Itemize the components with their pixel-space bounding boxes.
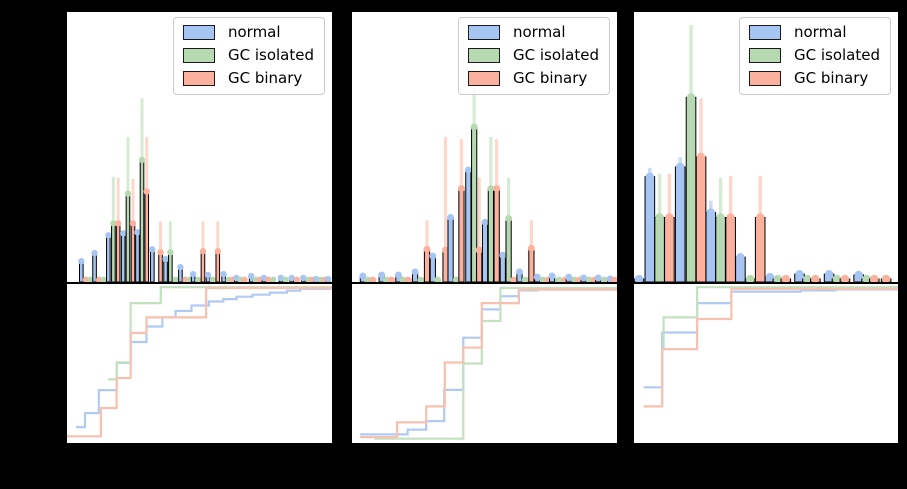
legend-label-normal: normal xyxy=(227,23,281,41)
legend-label-gc-isolated: GC isolated xyxy=(793,45,880,64)
gc-binary-swatch xyxy=(748,70,781,86)
legend-label-normal: normal xyxy=(793,23,847,41)
normal-swatch xyxy=(467,25,500,41)
legend-label-gc-binary: GC binary xyxy=(227,68,303,87)
legend-item-normal: normal xyxy=(467,23,599,41)
panel-3-cdf xyxy=(632,284,900,445)
legend: normal GC isolated GC binary xyxy=(457,17,610,96)
legend-label-gc-isolated: GC isolated xyxy=(512,45,599,64)
normal-swatch xyxy=(748,25,781,41)
panel-1-histogram-canvas xyxy=(78,98,332,282)
panel-2-histogram-canvas xyxy=(359,58,617,282)
legend-item-normal: normal xyxy=(182,23,314,41)
panel-3-histogram: normal GC isolated GC binary xyxy=(632,10,900,284)
gc-binary-swatch xyxy=(467,70,500,86)
panel-3: normal GC isolated GC binary xyxy=(632,10,900,445)
legend-item-gc-isolated: GC isolated xyxy=(748,45,880,64)
panel-1: normal GC isolated GC binary xyxy=(65,10,334,445)
legend: normal GC isolated GC binary xyxy=(738,17,891,96)
legend-item-gc-isolated: GC isolated xyxy=(182,45,314,64)
normal-swatch xyxy=(182,25,215,41)
legend-item-gc-binary: GC binary xyxy=(748,68,880,87)
gc-isolated-swatch xyxy=(182,48,215,64)
legend-label-gc-binary: GC binary xyxy=(512,68,588,87)
legend-label-normal: normal xyxy=(512,23,566,41)
legend-label-gc-isolated: GC isolated xyxy=(227,45,314,64)
legend-item-gc-isolated: GC isolated xyxy=(467,45,599,64)
gc-isolated-swatch xyxy=(748,48,781,64)
panel-1-cdf-canvas xyxy=(67,286,332,438)
legend-item-gc-binary: GC binary xyxy=(467,68,599,87)
panel-1-histogram: normal GC isolated GC binary xyxy=(65,10,334,284)
gc-binary-swatch xyxy=(182,70,215,86)
panel-2-histogram: normal GC isolated GC binary xyxy=(350,10,619,284)
panel-2: normal GC isolated GC binary xyxy=(350,10,619,445)
legend-item-normal: normal xyxy=(748,23,880,41)
panel-2-cdf-canvas xyxy=(360,286,617,440)
panel-1-cdf xyxy=(65,284,334,445)
legend: normal GC isolated GC binary xyxy=(172,17,325,96)
legend-label-gc-binary: GC binary xyxy=(793,68,869,87)
panel-2-cdf xyxy=(350,284,619,445)
legend-item-gc-binary: GC binary xyxy=(182,68,314,87)
panel-3-cdf-canvas xyxy=(643,286,898,408)
gc-isolated-swatch xyxy=(467,48,500,64)
panel-3-histogram-canvas xyxy=(634,24,892,282)
